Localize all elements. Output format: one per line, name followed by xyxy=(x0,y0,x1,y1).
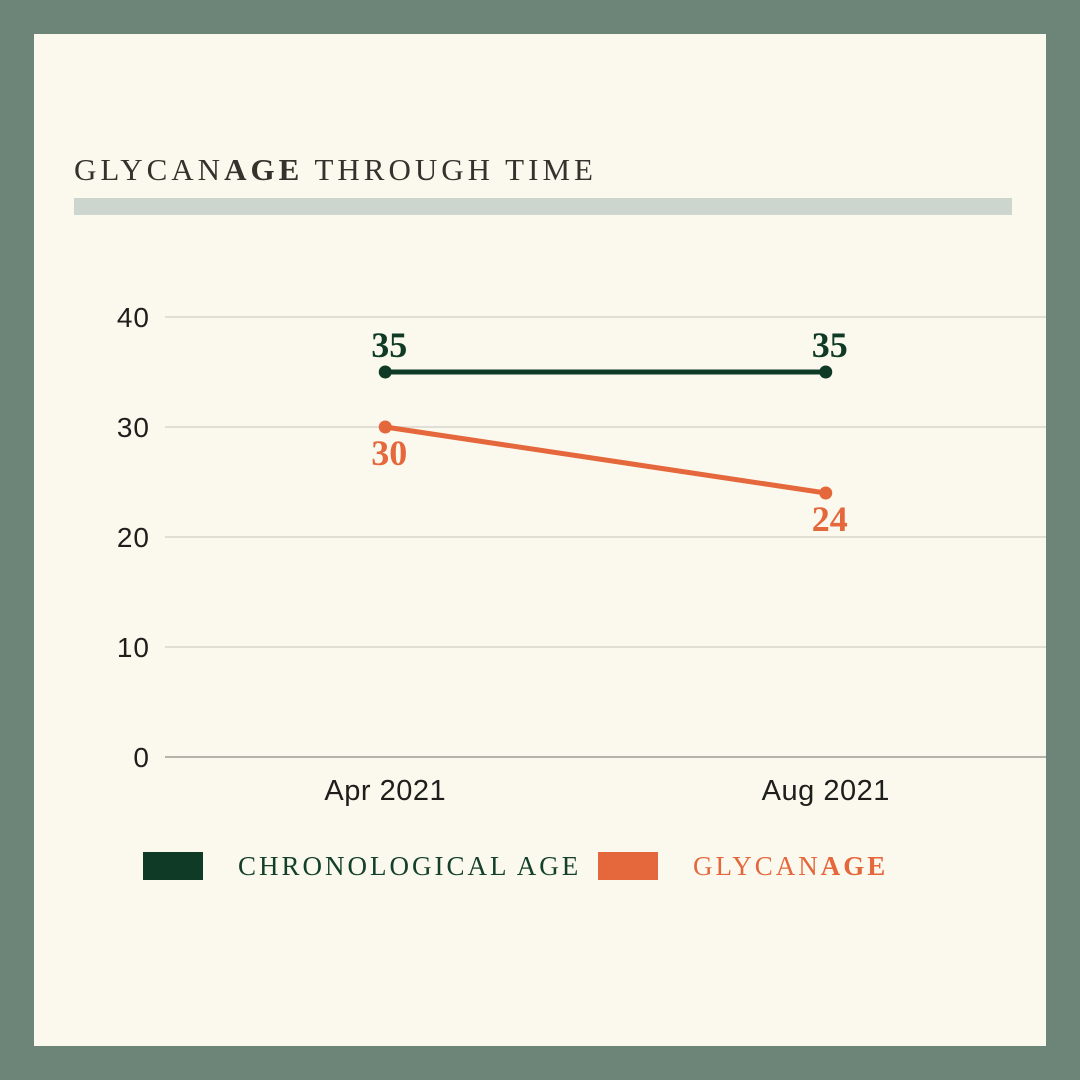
data-value-label: 30 xyxy=(371,433,407,473)
y-tick-label: 0 xyxy=(133,742,150,773)
data-point xyxy=(819,365,833,379)
legend-item-glycanage: GLYCANAGE xyxy=(598,851,888,881)
title-divider xyxy=(74,198,1012,215)
legend-text-regular: CHRONOLOGICAL AGE xyxy=(238,850,582,881)
title-text-bold: AGE xyxy=(224,152,304,187)
x-axis-label: Aug 2021 xyxy=(762,775,890,807)
legend-swatch-glycanage xyxy=(598,852,658,880)
series-line xyxy=(382,424,829,496)
legend-text-bold: AGE xyxy=(820,850,889,881)
data-value-label: 35 xyxy=(371,325,407,365)
title-text-suffix: THROUGH TIME xyxy=(303,152,597,187)
x-axis-label: Apr 2021 xyxy=(324,775,446,807)
data-point xyxy=(378,420,392,434)
legend-label-glycanage: GLYCANAGE xyxy=(693,851,888,882)
data-value-label: 24 xyxy=(812,499,848,539)
legend-label-chronological-age: CHRONOLOGICAL AGE xyxy=(238,851,581,882)
y-tick-label: 40 xyxy=(117,302,150,333)
legend-text-regular: GLYCAN xyxy=(693,850,821,881)
data-value-label: 35 xyxy=(812,325,848,365)
data-point xyxy=(819,486,833,500)
y-tick-label: 20 xyxy=(117,522,150,553)
chart-title: GLYCANAGE THROUGH TIME xyxy=(74,152,597,188)
data-point xyxy=(378,365,392,379)
y-tick-label: 10 xyxy=(117,632,150,663)
legend-item-chronological-age: CHRONOLOGICAL AGE xyxy=(143,851,581,881)
legend-swatch-chronological-age xyxy=(143,852,203,880)
y-tick-label: 30 xyxy=(117,412,150,443)
title-text-regular: GLYCAN xyxy=(74,152,225,187)
